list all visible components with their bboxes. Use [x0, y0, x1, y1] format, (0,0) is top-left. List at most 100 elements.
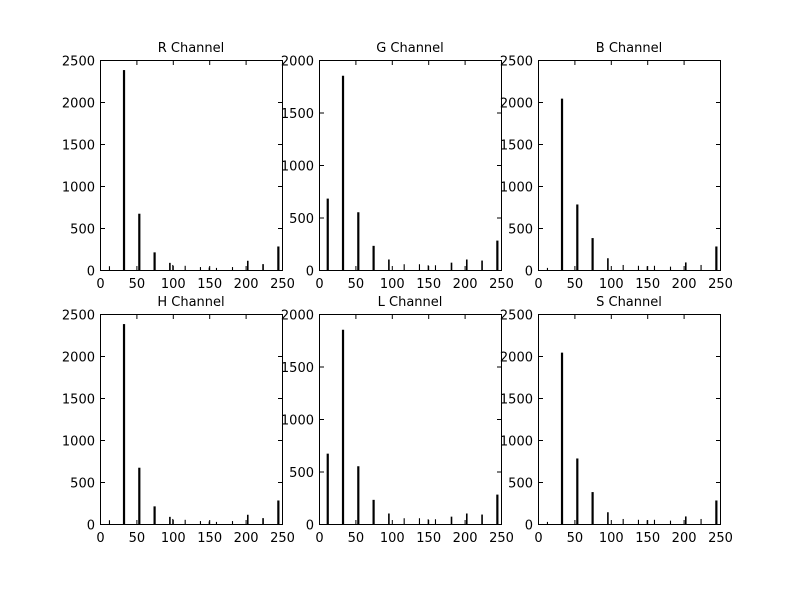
histogram-bar	[715, 500, 718, 524]
histogram-bar	[231, 267, 234, 270]
histogram-bar	[138, 213, 141, 270]
histogram-bar	[326, 198, 329, 270]
histogram-bar	[372, 245, 375, 270]
y-tick-label: 2000	[281, 309, 314, 324]
subplot-s-channel: S Channel 0 50 100 150 200 250050010001500200…	[500, 295, 733, 546]
y-tick-label: 0	[306, 265, 314, 280]
axes-frame	[319, 60, 502, 271]
histogram-bar	[199, 521, 202, 524]
x-tick-label: 200	[672, 277, 697, 292]
chart-title: S Channel	[596, 295, 662, 310]
y-tick-label: 1500	[281, 107, 314, 122]
y-tick-label: 500	[508, 477, 533, 492]
y-tick-label: 500	[508, 223, 533, 238]
histogram-bar	[576, 204, 579, 270]
x-tick-label: 150	[197, 277, 222, 292]
axes-frame	[538, 60, 721, 271]
histogram-bar	[262, 264, 264, 270]
axes-frame	[100, 60, 283, 271]
histogram-bar	[434, 265, 437, 270]
histogram-bar	[434, 519, 437, 524]
histogram-bar	[262, 518, 264, 524]
chart-title: R Channel	[158, 41, 225, 56]
axes-frame	[319, 314, 502, 525]
histogram-bar	[481, 514, 483, 524]
y-tick-label: 1000	[62, 181, 95, 196]
y-tick-label: 1500	[62, 393, 95, 408]
histogram-bar	[357, 466, 360, 524]
chart-title: G Channel	[376, 41, 444, 56]
subplot-l-channel: L Channel 0 50 100 150 200 250 0 500 1000 1500 200…	[281, 295, 514, 546]
x-tick-label: 250	[489, 277, 514, 292]
chart-title: L Channel	[378, 295, 443, 310]
x-tick-label: 150	[635, 277, 660, 292]
x-tick-label: 250	[270, 277, 295, 292]
y-tick-label: 0	[87, 519, 95, 534]
histogram-bar	[496, 494, 499, 524]
histogram-bar	[653, 519, 656, 524]
y-tick-label: 1000	[500, 181, 533, 196]
y-tick-label: 1000	[281, 160, 314, 175]
y-tick-label: 1500	[62, 139, 95, 154]
x-tick-label: 250	[270, 531, 295, 546]
histogram-bar	[669, 520, 672, 524]
histogram-bar	[215, 267, 218, 270]
histogram-bar	[560, 352, 564, 524]
histogram-bar	[199, 267, 202, 270]
histogram-bar	[465, 513, 468, 524]
y-tick-label: 2500	[62, 309, 95, 324]
histogram-bar	[607, 512, 609, 524]
histogram-bar	[684, 262, 687, 270]
y-tick-label: 0	[525, 265, 533, 280]
histogram-bar	[108, 520, 111, 524]
x-tick-label: 0	[534, 277, 542, 292]
histogram-bar	[637, 519, 640, 524]
x-tick-label: 200	[453, 531, 478, 546]
x-tick-label: 50	[129, 531, 146, 546]
y-tick-label: 2500	[500, 309, 533, 324]
x-tick-label: 250	[489, 531, 514, 546]
histogram-bar	[700, 518, 702, 524]
histogram-bar	[465, 259, 468, 270]
histogram-bar	[277, 500, 280, 524]
y-tick-label: 1000	[281, 414, 314, 429]
y-tick-label: 0	[87, 265, 95, 280]
y-tick-label: 1500	[281, 361, 314, 376]
y-tick-label: 500	[70, 223, 95, 238]
subplot-b-channel: B Channel 0 50 100 150 200 250050010001500200…	[500, 41, 733, 292]
histogram-bar	[326, 453, 329, 524]
histogram-bar	[388, 513, 390, 524]
x-tick-label: 250	[708, 531, 733, 546]
histogram-bar	[496, 240, 499, 270]
histogram-bar	[169, 516, 171, 524]
x-tick-label: 100	[599, 277, 624, 292]
histogram-bar	[341, 75, 345, 270]
x-tick-label: 150	[197, 531, 222, 546]
histogram-bar	[576, 458, 579, 524]
y-tick-label: 2000	[62, 97, 95, 112]
histogram-bar	[215, 521, 218, 524]
chart-title: H Channel	[157, 295, 224, 310]
histogram-bar	[184, 519, 186, 524]
x-tick-label: 0	[315, 277, 323, 292]
histogram-bar	[277, 246, 280, 270]
x-tick-label: 100	[380, 531, 405, 546]
chart-title: B Channel	[596, 41, 662, 56]
histogram-bar	[653, 265, 656, 270]
histogram-bar	[153, 506, 156, 524]
histogram-bar	[357, 212, 360, 270]
x-tick-label: 200	[234, 277, 259, 292]
y-tick-label: 1000	[62, 435, 95, 450]
histogram-bar	[138, 467, 141, 524]
x-tick-label: 100	[161, 277, 186, 292]
x-tick-label: 200	[453, 277, 478, 292]
y-tick-label: 0	[525, 519, 533, 534]
y-tick-label: 2000	[500, 97, 533, 112]
histogram-bar	[122, 70, 126, 270]
axes-frame	[538, 314, 721, 525]
x-tick-label: 50	[348, 277, 365, 292]
histogram-bar	[607, 258, 609, 270]
x-tick-label: 100	[161, 531, 186, 546]
